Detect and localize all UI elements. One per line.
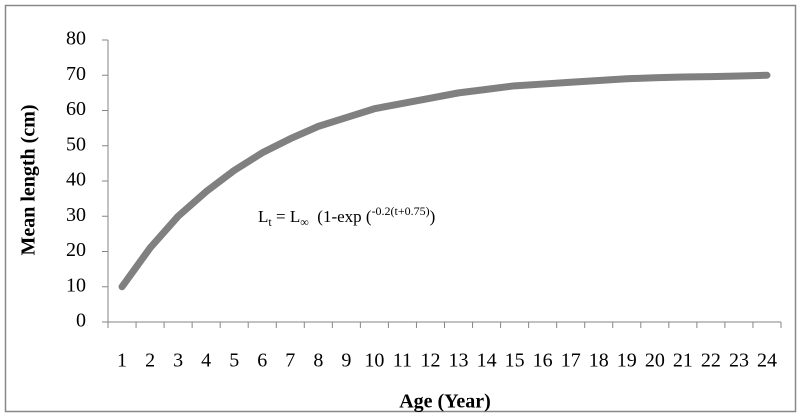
y-tick-label: 20: [66, 239, 86, 261]
y-tick-label: 60: [66, 98, 86, 120]
annotation-part: ): [430, 207, 436, 226]
y-tick-label: 50: [66, 133, 86, 155]
x-tick-label: 10: [364, 350, 384, 372]
x-tick-label: 24: [757, 350, 777, 372]
y-axis-title: Mean length (cm): [18, 104, 40, 255]
x-tick-label: 20: [645, 350, 665, 372]
y-tick-label: 10: [66, 274, 86, 296]
x-tick-label: 7: [285, 350, 295, 372]
annotation-part: (1-exp (: [309, 207, 372, 226]
x-tick-label: 4: [201, 350, 211, 372]
x-tick-label: 18: [589, 350, 609, 372]
y-tick-label: 30: [66, 204, 86, 226]
x-tick-label: 17: [561, 350, 581, 372]
x-tick-label: 14: [477, 350, 497, 372]
x-tick-label: 9: [341, 350, 351, 372]
x-tick-label: 8: [313, 350, 323, 372]
x-tick-label: 21: [673, 350, 693, 372]
annotation: Lt = L∞ (1-exp (-0.2(t+0.75)): [258, 204, 435, 229]
x-tick-label: 13: [449, 350, 469, 372]
x-tick-label: 19: [617, 350, 637, 372]
x-tick-label: 22: [701, 350, 721, 372]
y-tick-label: 70: [66, 63, 86, 85]
y-tick-label: 0: [76, 310, 86, 332]
data-line: [118, 71, 771, 291]
annotation-part: t: [268, 215, 272, 229]
x-tick-label: 3: [173, 350, 183, 372]
y-tick-label: 80: [66, 28, 86, 50]
x-axis-title: Age (Year): [399, 391, 491, 413]
x-tick-label: 2: [145, 350, 155, 372]
x-tick-label: 6: [257, 350, 267, 372]
annotation-part: ∞: [300, 215, 309, 229]
y-tick-label: 40: [66, 169, 86, 191]
x-tick-label: 12: [420, 350, 440, 372]
annotation-part: L: [258, 207, 268, 226]
x-tick-label: 15: [505, 350, 525, 372]
x-tick-label: 23: [729, 350, 749, 372]
annotation-part: = L: [272, 207, 300, 226]
chart-border: [4, 4, 797, 413]
x-tick-label: 1: [117, 350, 127, 372]
x-tick-label: 11: [393, 350, 412, 372]
x-tick-label: 16: [533, 350, 553, 372]
annotation-part: -0.2(t+0.75): [372, 204, 430, 218]
x-tick-label: 5: [229, 350, 239, 372]
